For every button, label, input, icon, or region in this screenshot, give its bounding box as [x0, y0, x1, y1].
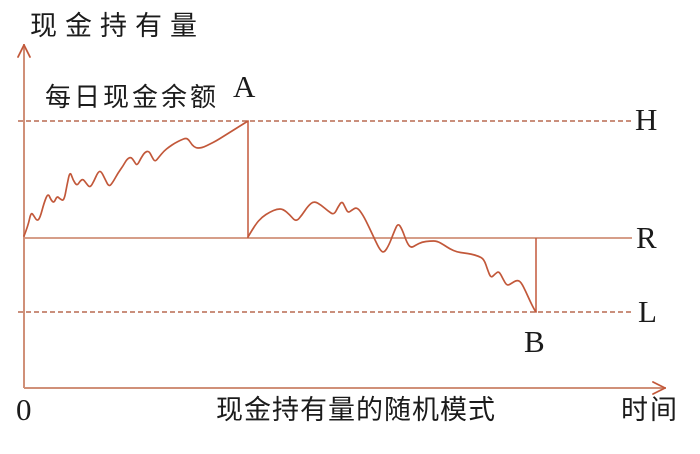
chart-title: 现金持有量的随机模式 — [216, 395, 496, 425]
level-h-label: H — [635, 102, 658, 137]
cash-curve-segment-1 — [247, 201, 537, 313]
origin-label: 0 — [16, 392, 32, 427]
y-axis-arrow-icon — [17, 44, 31, 58]
point-a-label: A — [233, 69, 256, 104]
point-b-label: B — [524, 324, 545, 359]
level-r-label: R — [636, 220, 657, 255]
y-axis-title: 现金持有量 — [30, 11, 205, 41]
daily-balance-label: 每日现金余额 — [45, 83, 220, 112]
level-l-label: L — [638, 294, 657, 329]
x-axis-arrow-icon — [652, 381, 666, 395]
x-axis-title: 时间 — [621, 395, 679, 425]
cash-curve-segment-0 — [23, 120, 249, 237]
